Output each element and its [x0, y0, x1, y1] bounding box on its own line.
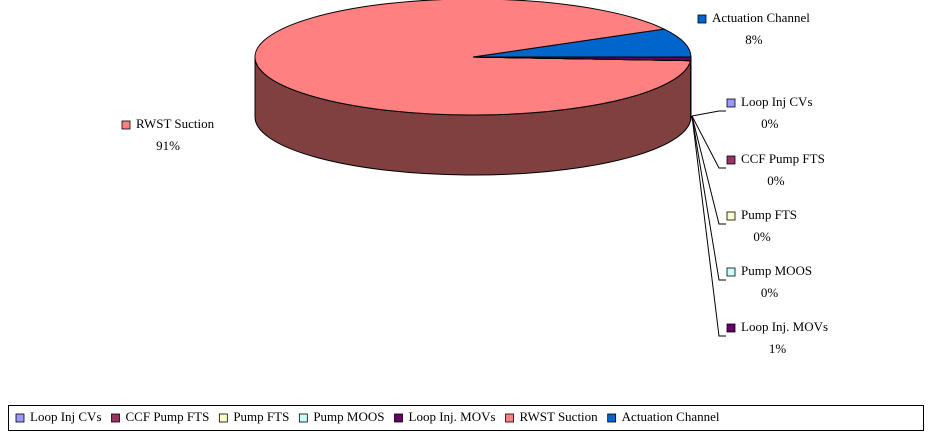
- leader-line: [691, 110, 726, 117]
- data-label-value: 0%: [761, 285, 779, 300]
- legend-marker: [505, 413, 514, 423]
- legend-label: Actuation Channel: [622, 409, 720, 424]
- legend-label: Pump FTS: [233, 409, 289, 424]
- data-label-value: 8%: [745, 32, 763, 47]
- leader-line: [691, 115, 726, 225]
- label-marker: [726, 155, 736, 165]
- data-label-value: 1%: [769, 341, 787, 356]
- legend-label: CCF Pump FTS: [126, 409, 210, 424]
- leader-line: [691, 115, 726, 337]
- legend-label: Loop Inj. MOVs: [409, 409, 496, 424]
- data-label-name: Actuation Channel: [712, 10, 810, 25]
- legend-label: Loop Inj CVs: [30, 409, 102, 424]
- data-label-value: 0%: [767, 173, 785, 188]
- pie-slice: [254, 0, 692, 116]
- label-marker: [726, 323, 736, 333]
- legend-marker: [111, 413, 120, 423]
- pie-slice: [472, 56, 692, 62]
- data-label-name: Loop Inj CVs: [741, 94, 813, 109]
- data-label-name: Pump MOOS: [741, 263, 812, 278]
- legend-box: [8, 405, 924, 431]
- legend-label: RWST Suction: [520, 409, 599, 424]
- data-label-name: CCF Pump FTS: [741, 151, 825, 166]
- data-label-name: Pump FTS: [741, 207, 797, 222]
- data-label-value: 0%: [761, 116, 779, 131]
- data-label-value: 0%: [753, 229, 771, 244]
- label-marker: [121, 120, 131, 130]
- label-marker: [726, 211, 736, 221]
- leader-line: [691, 115, 726, 169]
- legend-marker: [394, 413, 403, 423]
- legend-marker: [15, 413, 25, 423]
- legend-label: Pump MOOS: [313, 409, 384, 424]
- data-label-name: RWST Suction: [136, 116, 215, 131]
- legend-marker: [298, 413, 308, 423]
- legend-marker: [218, 413, 228, 423]
- label-marker: [726, 267, 736, 277]
- label-marker: [697, 14, 707, 24]
- pie-slice: [472, 28, 692, 58]
- legend-marker: [607, 413, 617, 423]
- data-label-name: Loop Inj. MOVs: [741, 319, 828, 334]
- leader-line: [691, 115, 726, 281]
- label-marker: [726, 98, 736, 108]
- data-label-value: 91%: [156, 138, 180, 153]
